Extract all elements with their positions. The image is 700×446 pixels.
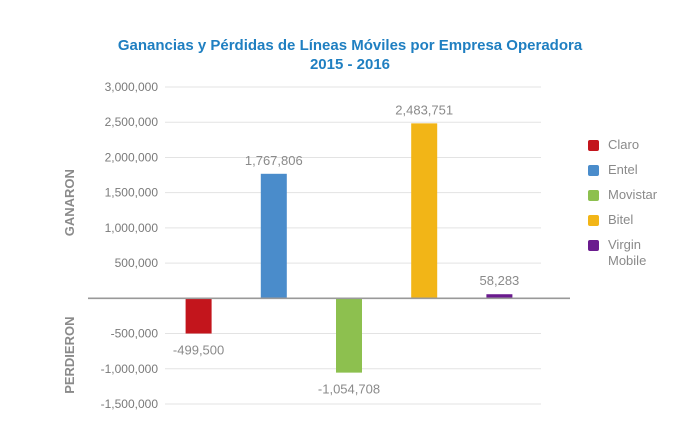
legend-label: Virgin Mobile bbox=[608, 237, 647, 268]
legend-label: Bitel bbox=[608, 212, 634, 227]
chart-legend: Claro Entel Movistar Bitel Virgin Mobile bbox=[588, 137, 698, 278]
legend-swatch bbox=[588, 215, 599, 226]
data-label: -499,500 bbox=[173, 343, 224, 358]
chart-title: Ganancias y Pérdidas de Líneas Móviles p… bbox=[117, 37, 583, 54]
y-axis-label-positive: GANARON bbox=[62, 169, 77, 236]
bar bbox=[486, 294, 513, 299]
legend-item: Virgin Mobile bbox=[588, 237, 698, 269]
legend-swatch bbox=[588, 190, 599, 201]
y-tick-label: -1,000,000 bbox=[101, 362, 159, 376]
legend-item: Bitel bbox=[588, 212, 698, 228]
data-label: -1,054,708 bbox=[318, 382, 380, 397]
legend-item: Movistar bbox=[588, 187, 698, 203]
bar bbox=[260, 173, 287, 299]
bar bbox=[336, 298, 362, 373]
legend-swatch bbox=[588, 165, 599, 176]
bar bbox=[411, 123, 438, 299]
data-label: 1,767,806 bbox=[245, 153, 303, 168]
y-tick-label: 2,500,000 bbox=[105, 115, 159, 129]
legend-swatch bbox=[588, 140, 599, 151]
y-tick-label: 2,000,000 bbox=[105, 150, 159, 164]
data-label: 2,483,751 bbox=[395, 102, 453, 117]
y-tick-label: -500,000 bbox=[111, 327, 159, 341]
data-label: 58,283 bbox=[480, 273, 520, 288]
legend-item: Entel bbox=[588, 162, 698, 178]
y-tick-label: 1,000,000 bbox=[105, 221, 159, 235]
legend-item: Claro bbox=[588, 137, 698, 153]
legend-label: Entel bbox=[608, 162, 638, 177]
legend-swatch bbox=[588, 240, 599, 251]
y-axis-label-negative: PERDIERON bbox=[62, 317, 77, 394]
legend-label: Claro bbox=[608, 137, 640, 152]
legend-label: Movistar bbox=[608, 187, 658, 202]
bar bbox=[185, 298, 212, 334]
y-tick-label: 500,000 bbox=[115, 256, 159, 270]
y-tick-label: 1,500,000 bbox=[105, 186, 159, 200]
chart-subtitle: 2015 - 2016 bbox=[309, 56, 391, 73]
y-tick-label: -1,500,000 bbox=[101, 397, 159, 411]
y-tick-label: 3,000,000 bbox=[105, 80, 159, 94]
